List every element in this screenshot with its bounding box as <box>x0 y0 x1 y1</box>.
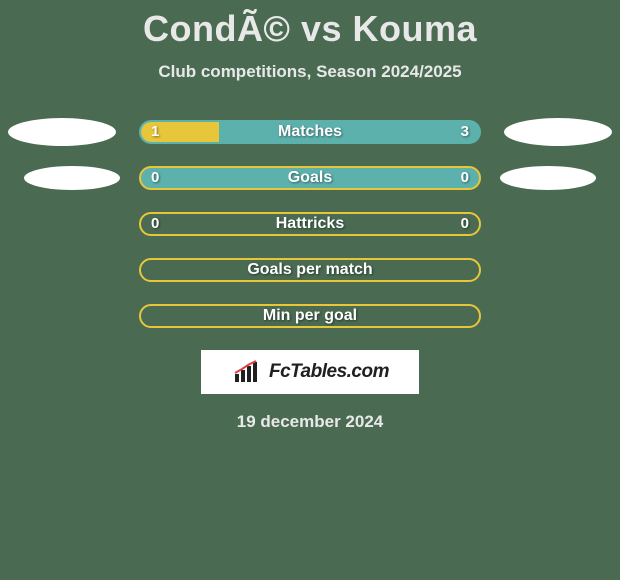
player-right-silhouette-small <box>500 166 596 190</box>
stat-bar-goals: 0 Goals 0 <box>139 166 481 190</box>
stat-bar-goals-per-match-label: Goals per match <box>141 260 479 280</box>
player-left-silhouette-large <box>8 118 116 146</box>
stat-bars: 1 Matches 3 0 Goals 0 0 Hattricks 0 Goal… <box>139 120 481 328</box>
fctables-logo-text: FcTables.com <box>269 361 389 383</box>
stat-bar-goals-per-match: Goals per match <box>139 258 481 282</box>
stats-area: 1 Matches 3 0 Goals 0 0 Hattricks 0 Goal… <box>0 120 620 328</box>
stat-bar-hattricks-label: Hattricks <box>141 214 479 234</box>
player-left-silhouette-small <box>24 166 120 190</box>
stat-bar-goals-right-value: 0 <box>451 168 479 188</box>
player-right-silhouette-large <box>504 118 612 146</box>
stat-bar-hattricks: 0 Hattricks 0 <box>139 212 481 236</box>
stat-bar-min-per-goal: Min per goal <box>139 304 481 328</box>
page-title: CondÃ© vs Kouma <box>0 8 620 50</box>
stat-bar-matches-right-value: 3 <box>451 122 479 142</box>
stat-bar-hattricks-right-value: 0 <box>451 214 479 234</box>
stat-bar-min-per-goal-label: Min per goal <box>141 306 479 326</box>
fctables-logo: FcTables.com <box>201 350 419 394</box>
stat-bar-goals-label: Goals <box>141 168 479 188</box>
date-text: 19 december 2024 <box>0 412 620 432</box>
page-subtitle: Club competitions, Season 2024/2025 <box>0 62 620 82</box>
stat-bar-matches: 1 Matches 3 <box>139 120 481 144</box>
stat-bar-matches-label: Matches <box>141 122 479 142</box>
bar-chart-icon <box>231 360 265 384</box>
